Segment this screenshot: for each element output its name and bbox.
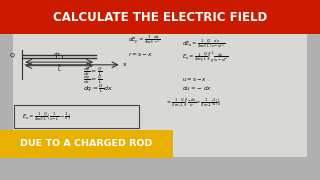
Text: $E_x = \frac{1}{4\pi\varepsilon_0}\frac{Q}{L}\left(\frac{1}{s-L}-\frac{1}{s}\rig: $E_x = \frac{1}{4\pi\varepsilon_0}\frac{… (22, 110, 72, 123)
Text: $dE_x = \frac{1}{4\pi\varepsilon_0}\frac{Q}{L}\frac{dx}{(s-x)^2}$: $dE_x = \frac{1}{4\pi\varepsilon_0}\frac… (182, 38, 226, 50)
Text: $\frac{dq}{dx} = \frac{Q}{L}$: $\frac{dq}{dx} = \frac{Q}{L}$ (83, 66, 103, 78)
Text: $dx$: $dx$ (53, 50, 62, 58)
Bar (0, 130, 173, 158)
Text: $\frac{dq}{dx} = \frac{Q}{L}$: $\frac{dq}{dx} = \frac{Q}{L}$ (83, 74, 103, 86)
Text: $E_x = \frac{1}{4\pi\varepsilon_0}\frac{Q}{L}\int_0^L\frac{dx}{(s-x)^2}$: $E_x = \frac{1}{4\pi\varepsilon_0}\frac{… (182, 50, 229, 65)
Text: Q: Q (9, 52, 14, 57)
Text: $du = -\,dx$: $du = -\,dx$ (182, 84, 212, 92)
Text: x: x (123, 62, 127, 67)
Text: s: s (58, 63, 60, 68)
Text: $\lambda = \frac{dq}{dx}$: $\lambda = \frac{dq}{dx}$ (96, 131, 114, 144)
Bar (0, 0, 320, 34)
Text: L: L (58, 67, 61, 72)
Text: $dq = \frac{Q}{L}\,dx$: $dq = \frac{Q}{L}\,dx$ (83, 83, 114, 95)
Text: DUE TO A CHARGED ROD: DUE TO A CHARGED ROD (20, 140, 153, 148)
Text: $dE_y = \frac{1}{4\pi\varepsilon_0}\frac{dq}{r^2}$: $dE_y = \frac{1}{4\pi\varepsilon_0}\frac… (128, 34, 160, 47)
Text: $u = s - x$: $u = s - x$ (182, 76, 208, 83)
Text: $r = s - x$: $r = s - x$ (128, 50, 153, 58)
Text: CALCULATE THE ELECTRIC FIELD: CALCULATE THE ELECTRIC FIELD (53, 11, 267, 24)
Text: $= \frac{1}{4\pi\varepsilon_0}\frac{Q}{L}\int\frac{-du}{u^2} = \frac{1}{4\pi\var: $= \frac{1}{4\pi\varepsilon_0}\frac{Q}{L… (166, 96, 222, 109)
Bar (13, 34, 307, 157)
